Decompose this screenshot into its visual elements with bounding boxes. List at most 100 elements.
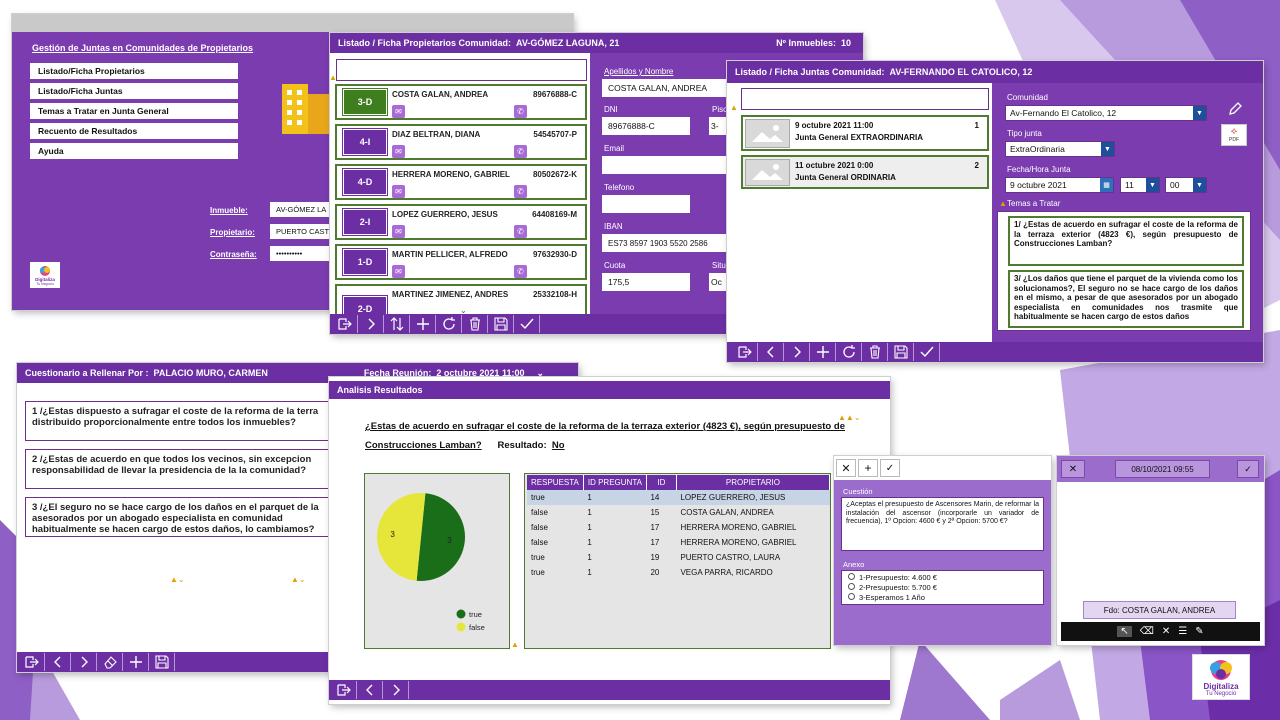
email-icon[interactable]: ✉ <box>392 185 405 198</box>
delete-button[interactable] <box>862 343 888 361</box>
next-button[interactable] <box>784 343 810 361</box>
table-row[interactable]: true 1 14 LOPEZ GUERRERO, JESUS <box>527 490 830 505</box>
pie-data-label: 3 <box>390 530 395 539</box>
close-button[interactable]: ✕ <box>1061 460 1085 478</box>
juntas-search-input[interactable] <box>741 88 989 110</box>
clear-icon[interactable]: ✕ <box>1162 626 1170 637</box>
save-button[interactable] <box>888 343 914 361</box>
propietario-row[interactable]: 3-D COSTA GALAN, ANDREA 89676888-C ✉ ✆ <box>335 84 587 120</box>
confirm-button[interactable] <box>514 315 540 333</box>
situacion-field[interactable]: Oc <box>709 273 727 291</box>
question-item[interactable]: 3 /¿El seguro no se hace cargo de los da… <box>25 497 341 537</box>
email-field[interactable] <box>602 156 727 174</box>
piso-field[interactable]: 3- <box>709 117 727 135</box>
table-header[interactable]: RESPUESTA <box>527 475 583 490</box>
refresh-button[interactable] <box>836 343 862 361</box>
phone-icon[interactable]: ✆ <box>514 145 527 158</box>
pie-data-label: 3 <box>447 536 452 545</box>
previous-button[interactable] <box>45 653 71 671</box>
comunidad-select[interactable]: Av-Fernando El Catolico, 12 ▼ <box>1005 105 1207 121</box>
table-row[interactable]: false 1 17 HERRERA MORENO, GABRIEL <box>527 520 830 535</box>
table-row[interactable]: true 1 19 PUERTO CASTRO, LAURA <box>527 550 830 565</box>
pen-icon[interactable]: ✎ <box>1195 626 1203 637</box>
exit-button[interactable] <box>332 315 358 333</box>
piso-label: Piso <box>712 105 728 114</box>
option-item[interactable]: 2-Presupuesto: 5.700 € <box>848 583 1037 593</box>
eraser-icon[interactable]: ⌫ <box>1140 626 1154 637</box>
question-item[interactable]: 2 /¿Estas de acuerdo en que todos los ve… <box>25 449 341 489</box>
chevron-down-icon[interactable]: ⌄ <box>460 306 467 314</box>
option-item[interactable]: 3-Esperamos 1 Año <box>848 593 1037 603</box>
hora-select[interactable]: 11 ▼ <box>1120 177 1160 193</box>
eraser-button[interactable] <box>97 653 123 671</box>
apellidos-field[interactable]: COSTA GALAN, ANDREA <box>602 79 727 97</box>
email-icon[interactable]: ✉ <box>392 265 405 278</box>
minuto-select[interactable]: 00 ▼ <box>1165 177 1207 193</box>
menu-item-ayuda[interactable]: Ayuda <box>30 143 238 159</box>
table-header[interactable]: ID <box>646 475 676 490</box>
tipo-select[interactable]: ExtraOrdinaria ▼ <box>1005 141 1115 157</box>
phone-icon[interactable]: ✆ <box>514 225 527 238</box>
menu-item-recuento[interactable]: Recuento de Resultados <box>30 123 238 139</box>
question-item[interactable]: 1 /¿Estas dispuesto a sufragar el coste … <box>25 401 341 441</box>
table-row[interactable]: false 1 17 HERRERA MORENO, GABRIEL <box>527 535 830 550</box>
refresh-icon <box>842 345 856 359</box>
next-button[interactable] <box>71 653 97 671</box>
email-icon[interactable]: ✉ <box>392 225 405 238</box>
email-icon[interactable]: ✉ <box>392 145 405 158</box>
add-button[interactable] <box>410 315 436 333</box>
tema-item[interactable]: 1/ ¿Estas de acuerdo en sufragar el cost… <box>1008 216 1244 266</box>
legend-label: false <box>469 623 485 632</box>
table-cell: 1 <box>583 535 646 550</box>
cuestion-text[interactable]: ¿Aceptas el presupuesto de Ascensores Ma… <box>841 497 1044 551</box>
next-button[interactable] <box>358 315 384 333</box>
table-row[interactable]: true 1 20 VEGA PARRA, RICARDO <box>527 565 830 580</box>
confirm-button[interactable]: ✓ <box>1237 460 1259 478</box>
exit-button[interactable] <box>19 653 45 671</box>
option-item[interactable]: 1-Presupuesto: 4.600 € <box>848 573 1037 583</box>
add-button[interactable] <box>810 343 836 361</box>
cuota-field[interactable]: 175,5 <box>602 273 690 291</box>
propietario-row[interactable]: 4-D HERRERA MORENO, GABRIEL 80502672-K ✉ ✆ <box>335 164 587 200</box>
iban-field[interactable]: ES73 8597 1903 5520 2586 <box>602 234 727 252</box>
save-button[interactable] <box>488 315 514 333</box>
propietario-row[interactable]: 1-D MARTIN PELLICER, ALFREDO 97632930-D ✉ ✆ <box>335 244 587 280</box>
confirm-button[interactable]: ✓ <box>880 459 900 477</box>
delete-button[interactable] <box>462 315 488 333</box>
line-width-icon[interactable]: ☰ <box>1178 626 1187 637</box>
sort-button[interactable] <box>384 315 410 333</box>
save-button[interactable] <box>149 653 175 671</box>
confirm-button[interactable] <box>914 343 940 361</box>
phone-icon[interactable]: ✆ <box>514 185 527 198</box>
next-button[interactable] <box>383 681 409 699</box>
propietarios-search-input[interactable] <box>336 59 587 81</box>
previous-button[interactable] <box>758 343 784 361</box>
email-icon[interactable]: ✉ <box>392 105 405 118</box>
previous-button[interactable] <box>357 681 383 699</box>
pointer-tool-icon[interactable]: ↖ <box>1117 626 1131 637</box>
table-header[interactable]: PROPIETARIO <box>676 475 829 490</box>
table-header[interactable]: ID PREGUNTA <box>583 475 646 490</box>
propietario-row[interactable]: 2-I LOPEZ GUERRERO, JESUS 64408169-M ✉ ✆ <box>335 204 587 240</box>
junta-item[interactable]: 9 octubre 2021 11:00 Junta General EXTRA… <box>741 115 989 151</box>
pdf-button[interactable]: ⟡ PDF <box>1221 124 1247 146</box>
dni-field[interactable]: 89676888-C <box>602 117 690 135</box>
edit-pencil-icon[interactable] <box>1227 101 1243 117</box>
exit-button[interactable] <box>331 681 357 699</box>
refresh-button[interactable] <box>436 315 462 333</box>
junta-item[interactable]: 11 octubre 2021 0:00 Junta General ORDIN… <box>741 155 989 189</box>
telefono-field[interactable] <box>602 195 690 213</box>
menu-item-juntas[interactable]: Listado/Ficha Juntas <box>30 83 238 99</box>
propietario-row[interactable]: 4-I DIAZ BELTRAN, DIANA 54545707-P ✉ ✆ <box>335 124 587 160</box>
add-button[interactable]: + <box>858 459 878 477</box>
table-row[interactable]: false 1 15 COSTA GALAN, ANDREA <box>527 505 830 520</box>
add-button[interactable] <box>123 653 149 671</box>
exit-button[interactable] <box>732 343 758 361</box>
close-button[interactable]: ✕ <box>836 459 856 477</box>
menu-item-temas[interactable]: Temas a Tratar en Junta General <box>30 103 238 119</box>
phone-icon[interactable]: ✆ <box>514 105 527 118</box>
fecha-picker[interactable]: 9 octubre 2021 ▦ <box>1005 177 1114 193</box>
tema-item[interactable]: 3/ ¿Los daños que tiene el parquet de la… <box>1008 270 1244 328</box>
menu-item-propietarios[interactable]: Listado/Ficha Propietarios <box>30 63 238 79</box>
phone-icon[interactable]: ✆ <box>514 265 527 278</box>
